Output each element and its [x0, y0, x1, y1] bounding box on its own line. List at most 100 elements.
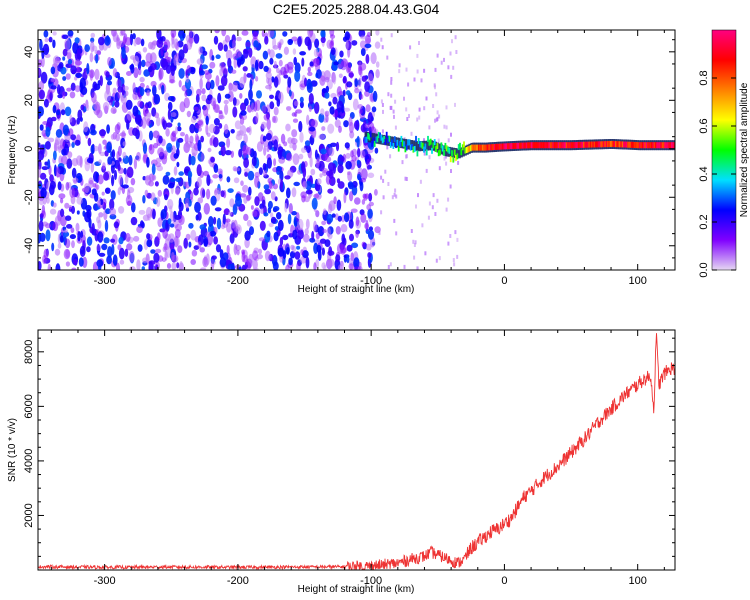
heatmap-noise-cell: [241, 251, 246, 263]
heatmap-noise-cell: [346, 81, 353, 88]
heatmap-faint-cell: [407, 82, 410, 87]
heatmap-noise-cell: [317, 226, 325, 237]
heatmap-noise-cell: [307, 30, 314, 38]
heatmap-track-cell: [535, 142, 537, 149]
heatmap-track-cell: [395, 142, 397, 149]
heatmap-noise-cell: [321, 247, 325, 256]
heatmap-noise-cell: [307, 66, 311, 73]
heatmap-track-cell: [380, 134, 383, 141]
heatmap-noise-cell: [296, 245, 301, 250]
heatmap-noise-cell: [110, 134, 115, 140]
heatmap-noise-cell: [274, 226, 279, 231]
heatmap-faint-cell: [392, 109, 395, 114]
heatmap-track-edge: [414, 140, 417, 151]
heatmap-noise-cell: [72, 177, 79, 183]
heatmap-noise-cell: [297, 169, 302, 175]
heatmap-noise-cell: [206, 188, 211, 200]
heatmap-noise-cell: [106, 124, 110, 134]
heatmap-noise-cell: [332, 96, 338, 105]
heatmap-noise-cell: [101, 243, 108, 251]
heatmap-track-cell: [643, 142, 645, 149]
heatmap-faint-cell: [445, 161, 448, 166]
heatmap-faint-cell: [450, 169, 452, 173]
heatmap-noise-cell: [287, 66, 294, 74]
heatmap-noise-cell: [132, 91, 138, 101]
heatmap-track-cell: [557, 142, 560, 149]
heatmap-noise-cell: [205, 253, 210, 266]
heatmap-faint-cell: [444, 154, 447, 159]
heatmap-faint-cell: [390, 105, 393, 110]
heatmap-faint-cell: [415, 204, 417, 209]
heatmap-faint-cell: [409, 45, 412, 50]
heatmap-noise-cell: [291, 129, 298, 138]
heatmap-noise-cell: [358, 77, 362, 88]
heatmap-faint-cell: [405, 107, 408, 112]
heatmap-noise-cell: [151, 163, 156, 175]
heatmap-noise-cell: [243, 213, 249, 221]
heatmap-noise-cell: [102, 162, 106, 170]
heatmap-track-edge: [378, 134, 381, 145]
heatmap-track-cell: [424, 143, 427, 150]
heatmap-track-cell: [537, 142, 540, 149]
heatmap-noise-cell: [125, 99, 133, 110]
heatmap-noise-cell: [167, 218, 172, 225]
heatmap-noise-cell: [258, 237, 266, 242]
heatmap-noise-cell: [128, 250, 135, 263]
heatmap-noise-cell: [63, 229, 68, 234]
heatmap-noise-cell: [203, 203, 210, 215]
heatmap-noise-cell: [45, 229, 51, 242]
heatmap-noise-cell: [293, 56, 298, 66]
heatmap-noise-cell: [153, 94, 161, 105]
heatmap-noise-cell: [314, 38, 320, 49]
heatmap-track-cell: [523, 142, 525, 149]
heatmap-noise-cell: [254, 171, 260, 178]
heatmap-noise-cell: [285, 123, 291, 132]
heatmap-track-edge: [444, 146, 447, 157]
heatmap-noise-cell: [318, 133, 326, 140]
heatmap-noise-cell: [195, 93, 200, 103]
heatmap-noise-cell: [38, 220, 44, 232]
heatmap-noise-cell: [136, 151, 141, 162]
heatmap-noise-cell: [80, 230, 84, 238]
heatmap-faint-cell: [438, 166, 441, 171]
y-tick-label: 2000: [23, 503, 35, 527]
heatmap-track-cell: [593, 141, 596, 148]
heatmap-track-cell: [528, 142, 531, 149]
heatmap-noise-cell: [354, 120, 360, 130]
heatmap-noise-cell: [258, 167, 263, 176]
heatmap-noise-cell: [182, 32, 186, 39]
heatmap-track-cell: [653, 142, 656, 149]
heatmap-faint-cell: [423, 151, 426, 156]
heatmap-noise-cell: [253, 101, 258, 112]
heatmap-noise-cell: [206, 132, 211, 137]
heatmap-noise-cell: [277, 219, 284, 231]
heatmap-faint-cell: [394, 125, 397, 130]
heatmap-track-cell: [581, 141, 584, 148]
heatmap-noise-cell: [147, 101, 152, 109]
snr-axes: -300 -200 -100 0 100 2000 4000 6000 8000: [23, 330, 675, 587]
heatmap-noise-cell: [324, 76, 330, 83]
heatmap-noise-cell: [175, 126, 179, 135]
heatmap-noise-cell: [85, 104, 90, 111]
heatmap-noise-cell: [273, 106, 279, 116]
heatmap-noise-cell: [159, 36, 164, 42]
heatmap-noise-cell: [304, 228, 309, 235]
heatmap-noise-cell: [90, 40, 95, 53]
heatmap-track-cell: [671, 142, 673, 149]
heatmap-noise-cell: [298, 120, 303, 133]
heatmap-faint-cell: [437, 138, 440, 143]
heatmap-noise-cell: [324, 92, 330, 99]
heatmap-noise-cell: [162, 228, 168, 239]
heatmap-noise-cell: [146, 156, 150, 168]
heatmap-noise-cell: [239, 76, 246, 89]
colorbar-label: Normalized spectral amplitude: [739, 82, 750, 217]
heatmap-track-cell: [445, 145, 448, 152]
heatmap-noise-cell: [334, 119, 341, 128]
heatmap-noise-cell: [351, 155, 357, 162]
heatmap-noise-cell: [154, 181, 159, 187]
heatmap-x-axis-label: Height of straight line (km): [298, 284, 415, 295]
heatmap-noise-cell: [326, 213, 334, 224]
heatmap-noise-cell: [299, 101, 304, 109]
heatmap-noise-cell: [235, 196, 242, 207]
heatmap-noise-cell: [160, 209, 167, 220]
